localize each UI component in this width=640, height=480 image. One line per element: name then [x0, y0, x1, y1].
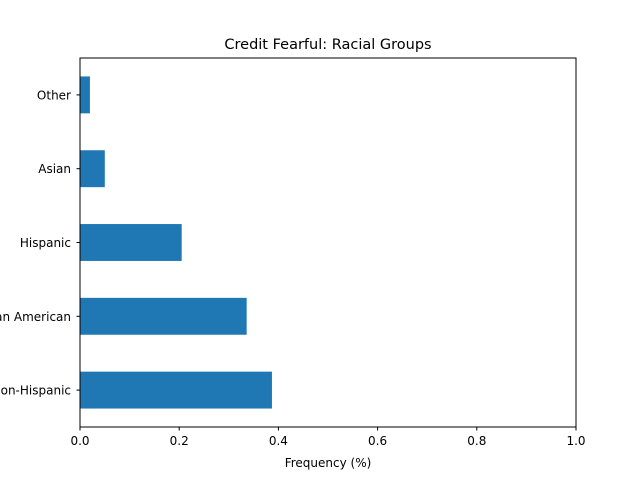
y-tick-label: Other — [37, 88, 71, 102]
x-tick-label: 0.6 — [368, 434, 387, 448]
bar-other — [80, 76, 90, 114]
x-tick-label: 0.8 — [467, 434, 486, 448]
x-axis-label: Frequency (%) — [285, 456, 372, 470]
y-tick-label: non-Hispanic — [0, 384, 71, 398]
bar-hispanic — [80, 224, 182, 261]
plot-frame — [79, 57, 577, 428]
bars-group — [80, 76, 272, 409]
y-tick-label: Asian — [38, 162, 71, 176]
x-tick-label: 0.0 — [70, 434, 89, 448]
bar-asian — [80, 150, 105, 188]
y-tick-label: African American — [0, 310, 71, 324]
x-tick-label: 0.2 — [170, 434, 189, 448]
chart-title: Credit Fearful: Racial Groups — [224, 37, 431, 53]
x-tick-label: 1.0 — [566, 434, 585, 448]
x-tick-label: 0.4 — [269, 434, 288, 448]
bar-african-american — [80, 297, 247, 335]
bar-non-hispanic — [80, 371, 272, 409]
ticks-group: non-Hispanic African American Hispanic Asia… — [0, 88, 586, 448]
y-tick-label: Hispanic — [20, 236, 71, 250]
